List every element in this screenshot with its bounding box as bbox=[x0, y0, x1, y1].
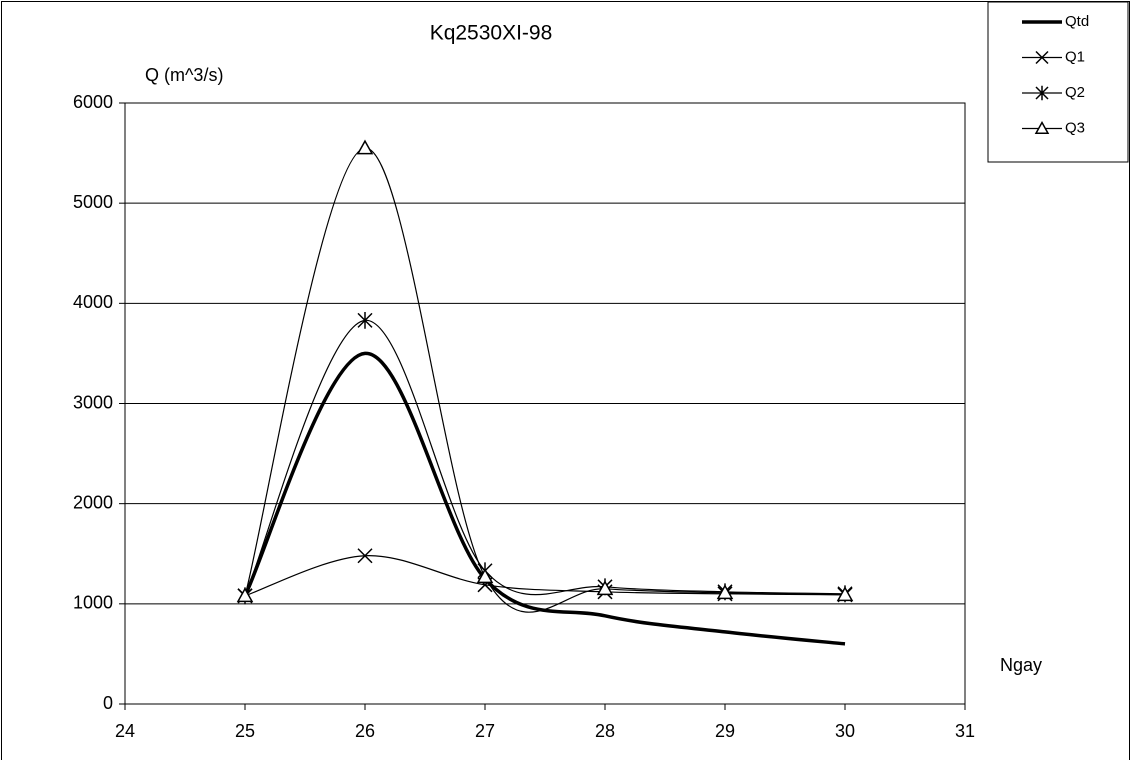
x-tick-label: 26 bbox=[355, 721, 375, 741]
y-tick-label: 1000 bbox=[73, 593, 113, 613]
x-tick-label: 24 bbox=[115, 721, 135, 741]
series-line bbox=[244, 555, 846, 597]
legend-label: Q1 bbox=[1065, 48, 1085, 65]
point-marker bbox=[716, 584, 734, 600]
y-tick-label: 6000 bbox=[73, 92, 113, 112]
x-tick-label: 30 bbox=[835, 721, 855, 741]
point-marker bbox=[836, 586, 854, 602]
y-tick-label: 2000 bbox=[73, 492, 113, 512]
legend-marker bbox=[1034, 120, 1050, 135]
x-tick-label: 27 bbox=[475, 721, 495, 741]
point-marker bbox=[357, 311, 373, 329]
x-tick-label: 25 bbox=[235, 721, 255, 741]
y-tick-label: 5000 bbox=[73, 192, 113, 212]
x-axis-title: Ngay bbox=[1000, 655, 1042, 675]
point-marker bbox=[236, 587, 254, 603]
point-marker bbox=[357, 548, 373, 564]
y-tick-label: 4000 bbox=[73, 292, 113, 312]
legend-box bbox=[987, 1, 1129, 163]
legend-marker bbox=[1035, 85, 1049, 101]
x-tick-label: 31 bbox=[955, 721, 975, 741]
legend-label: Q3 bbox=[1065, 119, 1085, 136]
x-tick-label: 29 bbox=[715, 721, 735, 741]
legend-label: Q2 bbox=[1065, 84, 1085, 101]
legend-marker bbox=[1035, 50, 1049, 65]
point-marker bbox=[356, 139, 374, 155]
chart-title: Kq2530XI-98 bbox=[430, 22, 553, 45]
y-tick-label: 0 bbox=[103, 693, 113, 713]
series-line bbox=[244, 147, 846, 613]
legend-label: Qtd bbox=[1065, 13, 1089, 30]
point-marker bbox=[596, 580, 614, 596]
y-tick-label: 3000 bbox=[73, 392, 113, 412]
y-axis-title: Q (m^3/s) bbox=[145, 65, 223, 85]
point-marker bbox=[476, 568, 494, 584]
x-tick-label: 28 bbox=[595, 721, 615, 741]
